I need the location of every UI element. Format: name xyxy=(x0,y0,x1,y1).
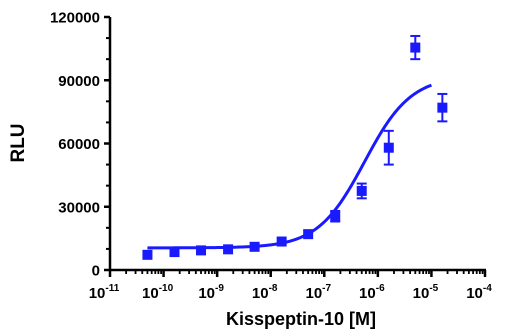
y-tick-label: 0 xyxy=(92,263,100,280)
x-tick-label-base: 10 xyxy=(466,285,483,302)
x-tick-label: 10-7 xyxy=(305,283,331,302)
x-tick-label: 10-6 xyxy=(359,283,385,302)
y-axis-title: RLU xyxy=(8,123,29,162)
x-tick-label-exponent: -7 xyxy=(322,283,331,294)
x-axis-title: Kisspeptin-10 [M] xyxy=(226,309,376,329)
x-tick-label-exponent: -10 xyxy=(159,283,174,294)
x-tick-label: 10-8 xyxy=(252,283,278,302)
fit-curve-group xyxy=(147,83,432,250)
x-tick-label: 10-4 xyxy=(466,283,492,302)
data-point xyxy=(223,244,234,255)
x-tick-label: 10-5 xyxy=(413,283,439,302)
y-tick-label: 90000 xyxy=(58,73,100,90)
x-tick-label-exponent: -8 xyxy=(269,283,278,294)
data-point xyxy=(303,229,314,240)
x-tick-label: 10-9 xyxy=(198,283,224,302)
data-point xyxy=(383,142,394,153)
data-points-group xyxy=(142,34,448,260)
x-tick-label-exponent: -4 xyxy=(483,283,492,294)
data-point xyxy=(437,102,448,113)
x-tick-label-exponent: -9 xyxy=(215,283,224,294)
x-tick-label-exponent: -11 xyxy=(105,283,119,294)
x-tick-label-exponent: -6 xyxy=(376,283,385,294)
x-tick-label-base: 10 xyxy=(359,285,376,302)
data-point xyxy=(356,185,367,196)
data-point xyxy=(249,241,260,252)
x-tick-label-base: 10 xyxy=(142,285,159,302)
x-tick-label-base: 10 xyxy=(413,285,430,302)
x-tick-label-exponent: -5 xyxy=(429,283,438,294)
x-tick-label-base: 10 xyxy=(89,285,106,302)
y-tick-label: 60000 xyxy=(58,136,100,153)
data-point xyxy=(142,249,153,260)
x-tick-label: 10-11 xyxy=(89,283,120,302)
x-tick-label: 10-10 xyxy=(142,283,174,302)
data-point xyxy=(330,211,341,222)
y-tick-label: 30000 xyxy=(58,199,100,216)
x-tick-label-base: 10 xyxy=(198,285,215,302)
y-tick-label: 120000 xyxy=(50,10,100,27)
fit-curve xyxy=(147,83,432,250)
data-point xyxy=(276,236,287,247)
data-point xyxy=(410,42,421,53)
x-tick-label-base: 10 xyxy=(305,285,322,302)
data-point xyxy=(169,247,180,258)
data-point xyxy=(196,245,207,256)
x-tick-label-base: 10 xyxy=(252,285,269,302)
